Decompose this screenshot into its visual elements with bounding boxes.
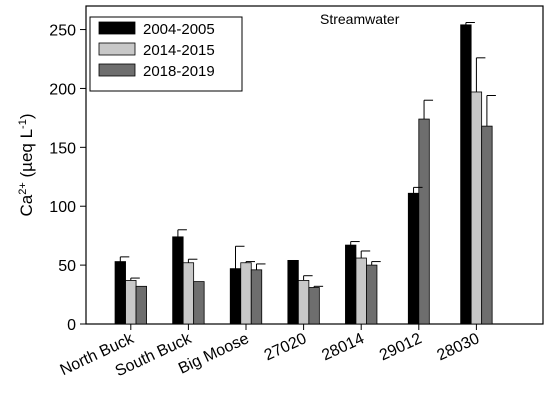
ylabel-unit-sup: -1 <box>17 119 29 129</box>
x-category-label: 28014 <box>319 330 367 364</box>
bar <box>182 262 195 325</box>
bar <box>114 261 126 325</box>
ylabel-base: Ca <box>17 194 36 216</box>
error-bars <box>119 21 496 288</box>
bar <box>297 280 310 325</box>
bar <box>470 91 483 325</box>
legend: 2004-2005 2014-2015 2018-2019 <box>89 16 243 92</box>
y-tick-label: 200 <box>49 81 76 98</box>
y-tick-label: 0 <box>67 317 76 334</box>
legend-swatch <box>98 21 136 35</box>
bar <box>229 268 242 325</box>
bar <box>418 118 430 325</box>
ylabel-unit-open: (µeq L <box>17 129 36 182</box>
y-axis-title: Ca2+ (µeq L-1) <box>17 113 36 216</box>
y-tick-label: 150 <box>49 140 76 157</box>
chart-title: Streamwater <box>320 11 400 27</box>
legend-label: 2004-2005 <box>143 21 215 38</box>
legend-swatch <box>98 42 136 56</box>
bar <box>250 269 263 325</box>
legend-swatch <box>98 63 136 77</box>
bar <box>366 264 378 325</box>
bar <box>172 236 184 325</box>
legend-label: 2018-2019 <box>143 63 215 80</box>
y-tick-label: 250 <box>49 23 76 40</box>
legend-label: 2014-2015 <box>143 42 215 59</box>
bar <box>193 281 205 325</box>
ylabel-base-sup: 2+ <box>17 182 29 195</box>
x-category-label: 28030 <box>435 330 483 364</box>
y-axis: 0 50 100 150 200 250 <box>49 23 86 334</box>
bar <box>308 287 320 325</box>
bar <box>407 192 420 325</box>
y-tick-label: 100 <box>49 199 76 216</box>
bar <box>125 280 137 325</box>
bar <box>135 285 147 325</box>
y-tick-label: 50 <box>58 258 76 275</box>
x-category-label: 27020 <box>262 330 310 364</box>
bar <box>287 259 299 325</box>
bars <box>114 24 493 325</box>
x-category-label: 29012 <box>377 330 425 364</box>
bar <box>355 257 367 325</box>
bar <box>460 24 472 325</box>
bar <box>240 262 252 325</box>
bar <box>345 244 357 325</box>
bar <box>481 125 493 325</box>
ylabel-unit-close: ) <box>17 113 36 119</box>
